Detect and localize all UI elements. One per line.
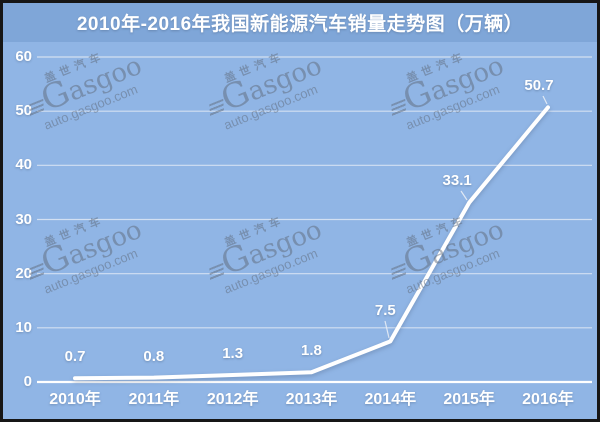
- data-label-leader-line: [542, 95, 548, 105]
- data-point-label: 50.7: [524, 77, 554, 95]
- chart-title: 2010年-2016年我国新能源汽车销量走势图（万辆）: [76, 14, 524, 35]
- x-axis-tick-label: 2012年: [206, 391, 259, 408]
- data-point-label: 0.8: [143, 347, 165, 365]
- y-axis-tick-label: 30: [15, 210, 32, 228]
- x-axis-tick-label: 2015年: [443, 391, 495, 408]
- data-label-leader-line: [460, 190, 468, 201]
- data-point-label: 1.8: [301, 342, 322, 360]
- y-axis-tick-label: 50: [15, 102, 32, 120]
- gridline-layer: [37, 56, 592, 384]
- data-point-label: 1.3: [222, 344, 244, 362]
- x-axis-tick-label: 2010年: [49, 391, 101, 408]
- x-axis-tick-label: 2011年: [128, 391, 180, 408]
- x-axis-tick-label: 2013年: [285, 391, 338, 408]
- y-axis-tick-label: 60: [15, 48, 32, 65]
- y-axis-tick-label: 10: [15, 318, 32, 336]
- y-axis-tick-label: 40: [15, 156, 32, 174]
- y-axis-tick-label: 0: [23, 373, 32, 390]
- data-point-label: 0.7: [64, 348, 86, 366]
- x-axis-tick-label: 2016年: [522, 391, 574, 408]
- data-point-label: 33.1: [442, 171, 472, 189]
- x-axis-tick-label: 2014年: [364, 391, 417, 408]
- leader-line-layer: [384, 95, 548, 339]
- data-point-label: 7.5: [374, 302, 396, 320]
- data-label-leader-line: [384, 320, 390, 339]
- y-axis-tick-label: 20: [15, 264, 32, 282]
- series-line-layer: [73, 105, 550, 381]
- chart-title-bar: 2010年-2016年我国新能源汽车销量走势图（万辆）: [3, 3, 597, 42]
- sales-trend-line: [73, 105, 550, 381]
